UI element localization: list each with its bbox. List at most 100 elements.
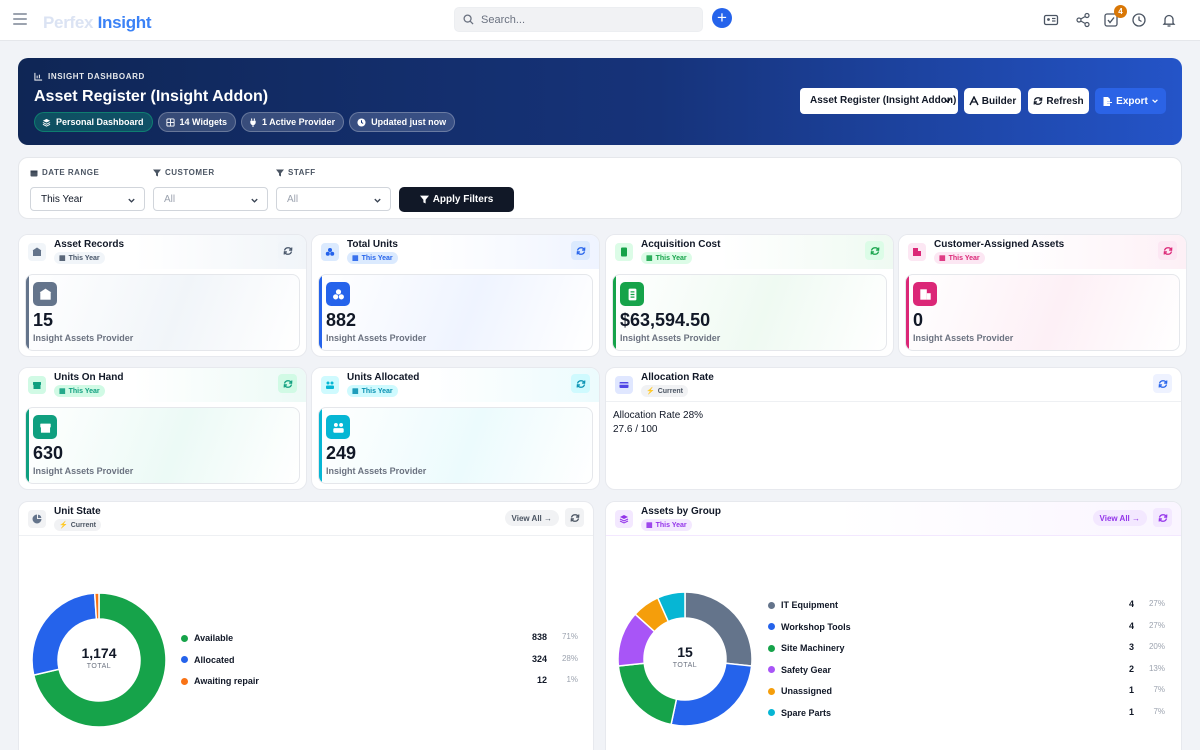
legend-item-available[interactable]: Available	[181, 631, 233, 645]
stat-panel: 882 Insight Assets Provider	[318, 274, 593, 351]
card-header: Asset Records ▦ This Year	[19, 235, 306, 269]
period-text: This Year	[361, 254, 393, 262]
card-icon-box	[321, 243, 339, 261]
donut-slice-available[interactable]	[32, 592, 167, 728]
dashboard-select[interactable]: Asset Register (Insight Addon)	[800, 88, 958, 114]
refresh-icon	[283, 246, 292, 255]
search-icon	[463, 14, 474, 25]
donut-slice-site-machinery[interactable]	[617, 662, 678, 726]
card-title: Unit State	[54, 506, 101, 517]
refresh-widget-button[interactable]	[571, 241, 590, 260]
legend-item-awaiting-repair[interactable]: Awaiting repair	[181, 674, 259, 688]
hamburger-menu-icon[interactable]	[13, 13, 27, 25]
stat-value: 15	[33, 310, 54, 330]
legend-count: 838	[531, 632, 547, 642]
stat-panel: 249 Insight Assets Provider	[318, 407, 593, 484]
refresh-widget-button[interactable]	[1153, 374, 1172, 393]
export-button[interactable]: Export	[1095, 88, 1166, 114]
donut-total-value: 1,174	[81, 645, 117, 661]
staff-select[interactable]: All	[276, 187, 391, 211]
page-title: Asset Register (Insight Addon)	[34, 88, 269, 105]
period-pill: ▦ This Year	[347, 385, 398, 397]
legend-count: 324	[531, 653, 547, 664]
card-header: Customer-Assigned Assets ▦ This Year	[899, 235, 1186, 269]
view-all-button[interactable]: View All →	[504, 510, 559, 526]
legend-item-allocated[interactable]: Allocated	[181, 653, 235, 667]
refresh-widget-button[interactable]	[865, 241, 884, 260]
view-all-button[interactable]: View All →	[1092, 510, 1147, 526]
search-box[interactable]	[454, 7, 703, 32]
stat-accent-bar	[26, 275, 29, 350]
app-logo[interactable]: Perfex Insight	[43, 13, 152, 33]
chevron-down-icon	[1152, 99, 1158, 104]
legend-label: Site Machinery	[781, 643, 845, 653]
card-header: Allocation Rate ⚡ Current	[606, 368, 1181, 402]
period-text: This Year	[68, 254, 100, 262]
donut-slice-workshop-tools[interactable]	[670, 662, 753, 727]
share-icon[interactable]	[1075, 12, 1091, 28]
legend-item-safety-gear[interactable]: Safety Gear	[768, 663, 831, 677]
legend-item-unassigned[interactable]: Unassigned	[768, 684, 832, 698]
card-icon-box	[615, 243, 633, 261]
legend-item-site-machinery[interactable]: Site Machinery	[768, 641, 845, 655]
apply-filters-button[interactable]: Apply Filters	[399, 187, 514, 212]
updated-status-chip: Updated just now	[349, 112, 456, 132]
date-range-select[interactable]: This Year	[30, 187, 145, 211]
assets-by-group-legend: IT Equipment 4 27% Workshop Tools 4 27% Site M…	[768, 598, 1168, 728]
legend-count: 4	[1128, 620, 1134, 631]
stat-value: 630	[33, 443, 64, 463]
refresh-widget-button[interactable]	[565, 508, 584, 527]
period-pill: ▦ This Year	[641, 252, 692, 264]
donut-total-label: TOTAL	[86, 663, 112, 670]
donut-slice-awaiting-repair[interactable]	[93, 592, 100, 620]
personal-dashboard-chip: Personal Dashboard	[34, 112, 153, 132]
legend-percent: 27%	[1148, 599, 1165, 608]
stat-panel: 0 Insight Assets Provider	[905, 274, 1180, 351]
receipt-icon	[621, 247, 627, 257]
legend-item-it-equipment[interactable]: IT Equipment	[768, 598, 838, 612]
filter-funnel-icon	[419, 195, 429, 204]
refresh-widget-button[interactable]	[278, 374, 297, 393]
donut-total-label: TOTAL	[672, 662, 698, 669]
card-header: Total Units ▦ This Year	[312, 235, 599, 269]
bell-icon[interactable]	[1161, 12, 1177, 28]
refresh-widget-button[interactable]	[278, 241, 297, 260]
card-icon-box	[615, 376, 633, 394]
quick-create-button[interactable]: +	[712, 8, 732, 28]
refresh-widget-button[interactable]	[1158, 241, 1177, 260]
unit-state-donut-chart	[31, 592, 167, 728]
builder-button[interactable]: Builder	[964, 88, 1021, 114]
date-range-value: This Year	[41, 194, 83, 205]
top-navbar: Perfex Insight + 4	[0, 0, 1200, 41]
archive-box-icon	[32, 247, 42, 256]
active-provider-chip: 1 Active Provider	[240, 112, 345, 132]
chevron-down-icon	[944, 98, 951, 103]
period-text: This Year	[948, 254, 980, 262]
building-icon	[919, 288, 931, 300]
id-card-icon[interactable]	[1043, 12, 1059, 28]
stat-accent-bar	[319, 275, 322, 350]
stat-provider: Insight Assets Provider	[326, 466, 427, 476]
chevron-down-icon	[374, 198, 381, 203]
refresh-widget-button[interactable]	[571, 374, 590, 393]
file-export-icon	[1103, 96, 1113, 106]
donut-slice-spare-parts[interactable]	[656, 591, 686, 623]
tasks-checkbox-icon[interactable]	[1103, 12, 1119, 28]
search-input[interactable]	[481, 11, 696, 28]
clock-icon[interactable]	[1131, 12, 1147, 28]
legend-item-workshop-tools[interactable]: Workshop Tools	[768, 620, 851, 634]
customer-select[interactable]: All	[153, 187, 268, 211]
calendar-icon: ▦	[939, 255, 946, 262]
refresh-widget-button[interactable]	[1153, 508, 1172, 527]
refresh-button[interactable]: Refresh	[1028, 88, 1089, 114]
legend-item-spare-parts[interactable]: Spare Parts	[768, 706, 831, 720]
filter-label-text: CUSTOMER	[165, 168, 215, 177]
kicker-text: INSIGHT DASHBOARD	[48, 72, 145, 81]
period-pill: ▦ This Year	[54, 385, 105, 397]
stat-provider: Insight Assets Provider	[620, 333, 721, 343]
staff-value: All	[287, 194, 299, 205]
cubes-icon	[332, 288, 344, 299]
card-icon-box	[28, 243, 46, 261]
stat-icon-box	[326, 415, 350, 439]
legend-percent: 71%	[561, 632, 578, 641]
